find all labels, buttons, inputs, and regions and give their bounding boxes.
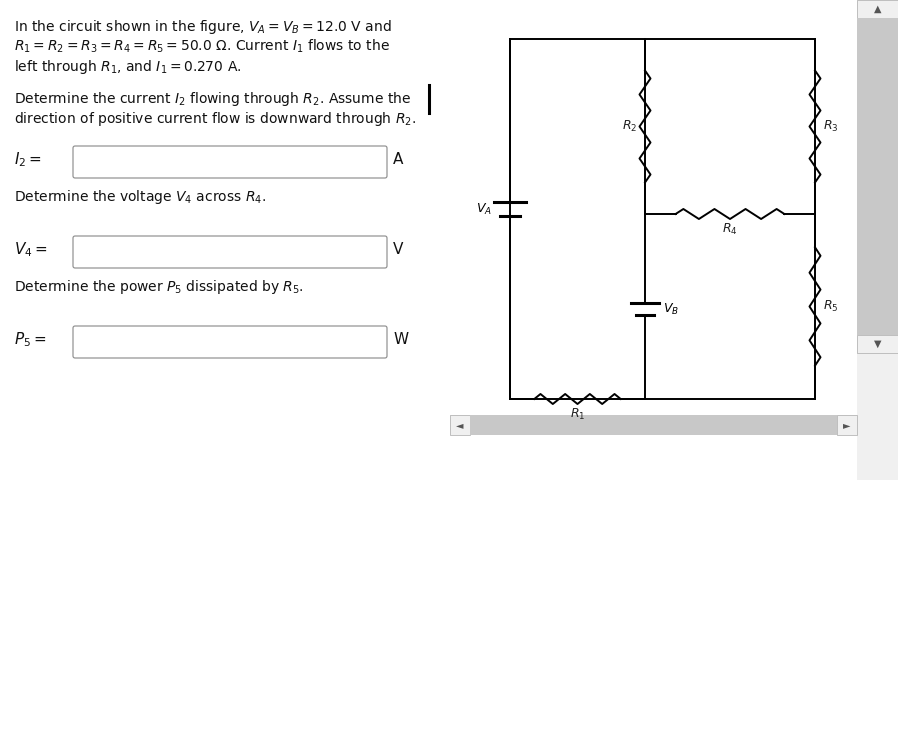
Bar xyxy=(857,0,898,480)
Bar xyxy=(857,335,898,353)
FancyBboxPatch shape xyxy=(73,326,387,358)
Text: $R_1 = R_2 = R_3 = R_4 = R_5 = 50.0\ \Omega$. Current $I_1$ flows to the: $R_1 = R_2 = R_3 = R_4 = R_5 = 50.0\ \Om… xyxy=(14,38,390,55)
Text: ◄: ◄ xyxy=(456,420,463,430)
Text: ▼: ▼ xyxy=(874,339,881,349)
Text: direction of positive current flow is downward through $R_2$.: direction of positive current flow is do… xyxy=(14,110,416,128)
Text: left through $R_1$, and $I_1 = 0.270$ A.: left through $R_1$, and $I_1 = 0.270$ A. xyxy=(14,58,242,76)
Text: $R_5$: $R_5$ xyxy=(823,299,839,314)
Text: $V_B$: $V_B$ xyxy=(663,301,679,316)
Bar xyxy=(450,415,470,435)
Bar xyxy=(857,18,898,335)
Text: Determine the current $I_2$ flowing through $R_2$. Assume the: Determine the current $I_2$ flowing thro… xyxy=(14,90,411,108)
Text: W: W xyxy=(393,333,408,347)
Text: Determine the power $P_5$ dissipated by $R_5$.: Determine the power $P_5$ dissipated by … xyxy=(14,278,304,296)
Text: $R_4$: $R_4$ xyxy=(722,222,738,237)
Bar xyxy=(837,415,857,435)
Text: $I_2 =$: $I_2 =$ xyxy=(14,150,42,170)
Text: In the circuit shown in the figure, $V_A = V_B = 12.0$ V and: In the circuit shown in the figure, $V_A… xyxy=(14,18,392,36)
FancyBboxPatch shape xyxy=(73,236,387,268)
Bar xyxy=(450,415,857,435)
Text: A: A xyxy=(393,153,403,167)
Text: Determine the voltage $V_4$ across $R_4$.: Determine the voltage $V_4$ across $R_4$… xyxy=(14,188,266,206)
FancyBboxPatch shape xyxy=(73,146,387,178)
Bar xyxy=(857,0,898,18)
Bar xyxy=(470,415,837,435)
Text: ►: ► xyxy=(843,420,850,430)
Text: $P_5 =$: $P_5 =$ xyxy=(14,330,47,350)
Text: $R_2$: $R_2$ xyxy=(621,119,637,134)
Text: ▲: ▲ xyxy=(874,4,881,14)
Text: $V_4 =$: $V_4 =$ xyxy=(14,240,48,260)
Text: $R_1$: $R_1$ xyxy=(570,407,585,422)
Text: V: V xyxy=(393,243,403,257)
Text: $R_3$: $R_3$ xyxy=(823,119,839,134)
Text: $V_A$: $V_A$ xyxy=(476,202,492,217)
